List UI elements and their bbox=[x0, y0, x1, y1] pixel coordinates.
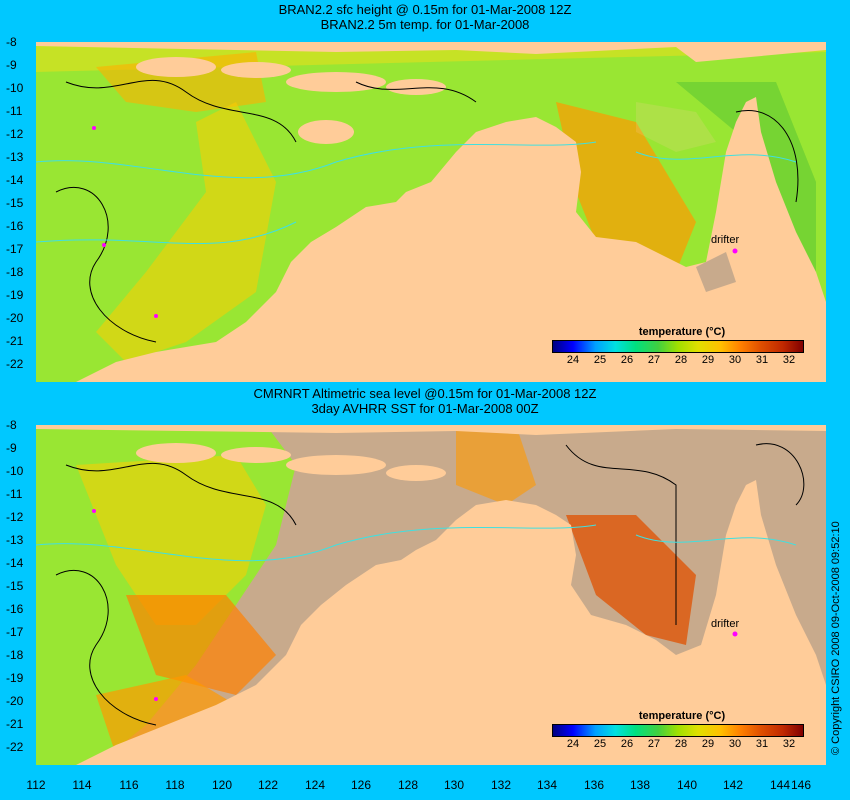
y-tick: -18 bbox=[6, 265, 24, 279]
x-tick: 144 bbox=[769, 778, 791, 792]
y-tick: -13 bbox=[6, 533, 24, 547]
y-tick: -16 bbox=[6, 219, 24, 233]
x-tick: 118 bbox=[165, 778, 185, 792]
x-tick: 122 bbox=[257, 778, 279, 792]
legend-panel1: temperature (°C) 24 25 26 27 28 29 30 31… bbox=[552, 326, 812, 367]
legend-tick: 26 bbox=[620, 738, 634, 750]
copyright-text: © Copyright CSIRO 2008 09-Oct-2008 09:52… bbox=[830, 521, 842, 755]
y-tick: -18 bbox=[6, 648, 24, 662]
y-tick: -8 bbox=[6, 418, 17, 432]
x-tick: 142 bbox=[722, 778, 744, 792]
y-tick: -15 bbox=[6, 196, 24, 210]
x-tick: 116 bbox=[119, 778, 139, 792]
legend-tick: 31 bbox=[755, 354, 769, 366]
y-tick: -15 bbox=[6, 579, 24, 593]
x-tick: 126 bbox=[350, 778, 372, 792]
panel2-title-line1: CMRNRT Altimetric sea level @0.15m for 0… bbox=[253, 386, 597, 401]
legend-tick: 30 bbox=[728, 738, 742, 750]
y-tick: -9 bbox=[6, 441, 17, 455]
legend-tick: 25 bbox=[593, 354, 607, 366]
y-tick: -11 bbox=[6, 104, 23, 118]
legend-tick: 32 bbox=[782, 354, 796, 366]
y-tick: -12 bbox=[6, 510, 24, 524]
y-tick: -17 bbox=[6, 625, 24, 639]
y-tick: -19 bbox=[6, 671, 24, 685]
y-tick: -20 bbox=[6, 694, 24, 708]
legend-title: temperature (°C) bbox=[638, 326, 726, 338]
x-tick: 136 bbox=[583, 778, 605, 792]
x-tick: 120 bbox=[211, 778, 233, 792]
y-tick: -8 bbox=[6, 35, 17, 49]
y-tick: -21 bbox=[6, 717, 24, 731]
y-tick: -17 bbox=[6, 242, 24, 256]
legend-tick: 24 bbox=[566, 738, 580, 750]
x-tick: 124 bbox=[304, 778, 326, 792]
y-tick: -16 bbox=[6, 602, 24, 616]
legend-panel2: temperature (°C) 24 25 26 27 28 29 30 31… bbox=[552, 710, 812, 751]
y-tick: -22 bbox=[6, 740, 24, 754]
legend-tick: 31 bbox=[755, 738, 769, 750]
y-tick: -10 bbox=[6, 464, 24, 478]
legend-ticks: 24 25 26 27 28 29 30 31 32 bbox=[552, 353, 802, 367]
drifter-marker-2 bbox=[732, 631, 738, 637]
panel1-title-line1: BRAN2.2 sfc height @ 0.15m for 01-Mar-20… bbox=[278, 2, 572, 17]
y-tick: -22 bbox=[6, 357, 24, 371]
legend-tick: 24 bbox=[566, 354, 580, 366]
x-tick: 132 bbox=[490, 778, 512, 792]
legend-tick: 28 bbox=[674, 354, 688, 366]
x-tick: 134 bbox=[536, 778, 558, 792]
panel2-title-line2: 3day AVHRR SST for 01-Mar-2008 00Z bbox=[311, 401, 539, 416]
legend-tick: 29 bbox=[701, 738, 715, 750]
y-tick: -21 bbox=[6, 334, 24, 348]
y-tick: -13 bbox=[6, 150, 24, 164]
avhrr-sst-map bbox=[36, 425, 826, 765]
x-tick: 114 bbox=[72, 778, 92, 792]
drifter-label: drifter bbox=[711, 618, 740, 630]
drifter-label: drifter bbox=[711, 234, 740, 246]
legend-tick: 29 bbox=[701, 354, 715, 366]
x-tick: 146 bbox=[790, 778, 812, 792]
x-tick: 128 bbox=[397, 778, 419, 792]
legend-tick: 28 bbox=[674, 738, 688, 750]
legend-tick: 30 bbox=[728, 354, 742, 366]
legend-tick: 25 bbox=[593, 738, 607, 750]
y-tick: -12 bbox=[6, 127, 24, 141]
x-tick: 112 bbox=[26, 778, 46, 792]
y-tick: -10 bbox=[6, 81, 24, 95]
drifter-marker bbox=[732, 248, 738, 254]
legend-ticks: 24 25 26 27 28 29 30 31 32 bbox=[552, 737, 802, 751]
y-tick: -11 bbox=[6, 487, 23, 501]
legend-tick: 27 bbox=[647, 738, 661, 750]
y-tick: -20 bbox=[6, 311, 24, 325]
x-tick: 130 bbox=[443, 778, 465, 792]
x-tick: 138 bbox=[629, 778, 651, 792]
x-tick: 140 bbox=[676, 778, 698, 792]
legend-tick: 32 bbox=[782, 738, 796, 750]
legend-colorbar bbox=[552, 340, 804, 353]
legend-colorbar bbox=[552, 724, 804, 737]
legend-title: temperature (°C) bbox=[638, 710, 726, 722]
legend-tick: 26 bbox=[620, 354, 634, 366]
y-tick: -14 bbox=[6, 173, 24, 187]
bran-temperature-map bbox=[36, 42, 826, 382]
y-tick: -19 bbox=[6, 288, 24, 302]
legend-tick: 27 bbox=[647, 354, 661, 366]
y-tick: -14 bbox=[6, 556, 24, 570]
panel1-title-line2: BRAN2.2 5m temp. for 01-Mar-2008 bbox=[320, 17, 530, 32]
y-tick: -9 bbox=[6, 58, 17, 72]
